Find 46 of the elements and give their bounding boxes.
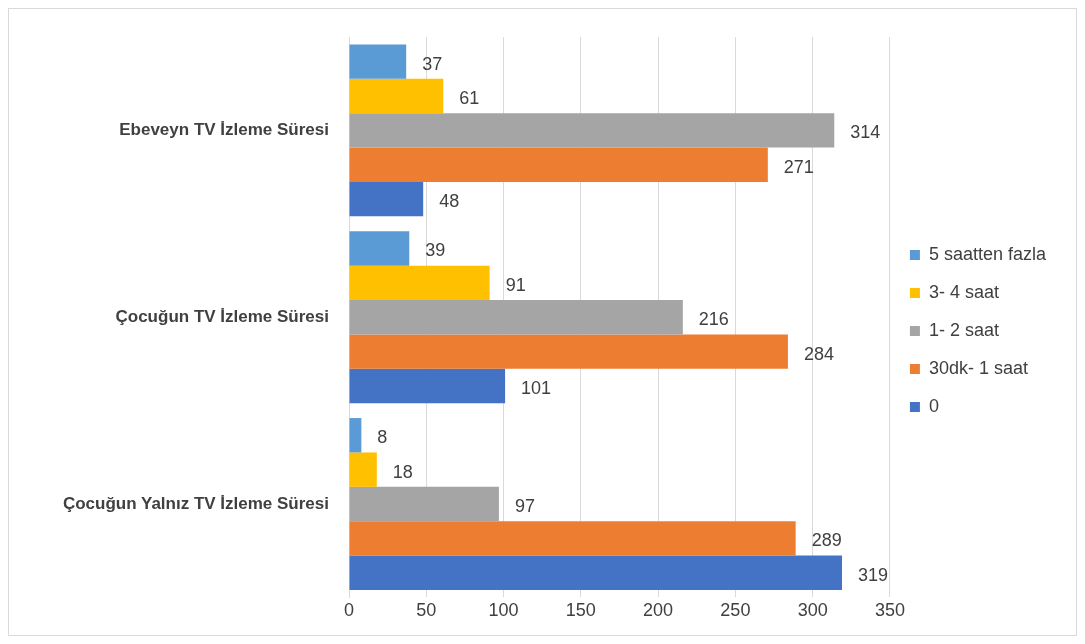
bar bbox=[349, 231, 410, 266]
bar bbox=[349, 521, 796, 556]
data-label: 97 bbox=[514, 495, 535, 516]
data-label: 91 bbox=[505, 274, 526, 295]
bar bbox=[349, 265, 490, 301]
data-label: 284 bbox=[803, 343, 834, 364]
data-label: 319 bbox=[858, 564, 889, 585]
data-label: 314 bbox=[850, 122, 881, 143]
y-tick-label: Ebeveyn TV İzleme Süresi bbox=[119, 120, 329, 140]
bar bbox=[349, 486, 499, 522]
bar bbox=[349, 334, 788, 369]
data-label: 216 bbox=[698, 309, 729, 330]
data-label: 101 bbox=[521, 377, 552, 398]
bar bbox=[349, 113, 835, 148]
x-tick-label: 300 bbox=[797, 600, 828, 621]
x-tick-label: 0 bbox=[343, 600, 355, 621]
x-tick-label: 100 bbox=[488, 600, 519, 621]
data-label: 18 bbox=[392, 461, 413, 482]
bar bbox=[349, 418, 362, 453]
bar bbox=[349, 147, 768, 182]
data-label: 39 bbox=[425, 240, 446, 261]
data-label: 37 bbox=[422, 53, 443, 74]
x-tick-label: 150 bbox=[565, 600, 596, 621]
bar bbox=[349, 368, 506, 404]
bar bbox=[349, 44, 407, 79]
data-label: 8 bbox=[377, 427, 388, 448]
data-label: 289 bbox=[811, 530, 842, 551]
bar bbox=[349, 300, 683, 335]
bar bbox=[349, 181, 424, 217]
bar bbox=[349, 555, 843, 590]
legend-label: 0 bbox=[928, 395, 939, 416]
data-label: 271 bbox=[783, 156, 814, 177]
data-label: 61 bbox=[459, 88, 480, 108]
y-tick-label: Çocuğun TV İzleme Süresi bbox=[115, 306, 329, 326]
x-tick-label: 50 bbox=[416, 600, 437, 621]
legend-label: 30dk- 1 saat bbox=[928, 357, 1028, 378]
legend-label: 5 saatten fazla bbox=[928, 243, 1047, 264]
legend-label: 1- 2 saat bbox=[928, 319, 999, 340]
bar bbox=[349, 452, 377, 487]
x-tick-label: 350 bbox=[874, 600, 905, 621]
y-tick-label: Çocuğun Yalnız TV İzleme Süresi bbox=[62, 493, 329, 513]
bar bbox=[349, 78, 444, 114]
data-label: 48 bbox=[439, 191, 460, 212]
x-tick-label: 250 bbox=[720, 600, 751, 621]
legend-label: 3- 4 saat bbox=[928, 281, 999, 302]
x-tick-label: 200 bbox=[643, 600, 674, 621]
